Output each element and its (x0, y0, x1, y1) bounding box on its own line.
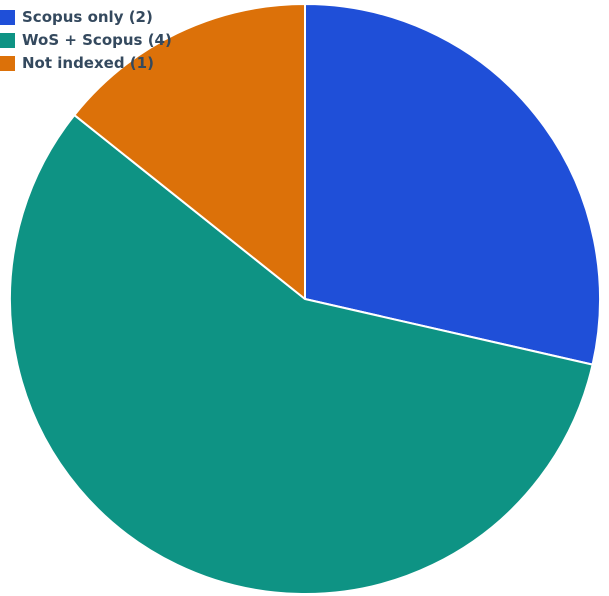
legend-swatch-wos-scopus (0, 32, 15, 48)
pie-slice-wos-scopus[interactable] (9, 114, 594, 595)
legend-label-not-indexed: Not indexed (1) (22, 54, 154, 72)
pie-slice-not-indexed[interactable] (73, 3, 306, 300)
legend-item-wos-scopus[interactable]: WoS + Scopus (4) (0, 29, 172, 51)
chart-legend: Scopus only (2) WoS + Scopus (4) Not ind… (0, 6, 172, 74)
legend-label-scopus-only: Scopus only (2) (22, 8, 153, 26)
legend-item-scopus-only[interactable]: Scopus only (2) (0, 6, 172, 28)
legend-swatch-scopus-only (0, 9, 15, 25)
pie-slice-scopus-only[interactable] (304, 3, 601, 366)
legend-item-not-indexed[interactable]: Not indexed (1) (0, 52, 172, 74)
legend-label-wos-scopus: WoS + Scopus (4) (22, 31, 172, 49)
legend-swatch-not-indexed (0, 55, 15, 71)
pie-slices (9, 3, 601, 595)
